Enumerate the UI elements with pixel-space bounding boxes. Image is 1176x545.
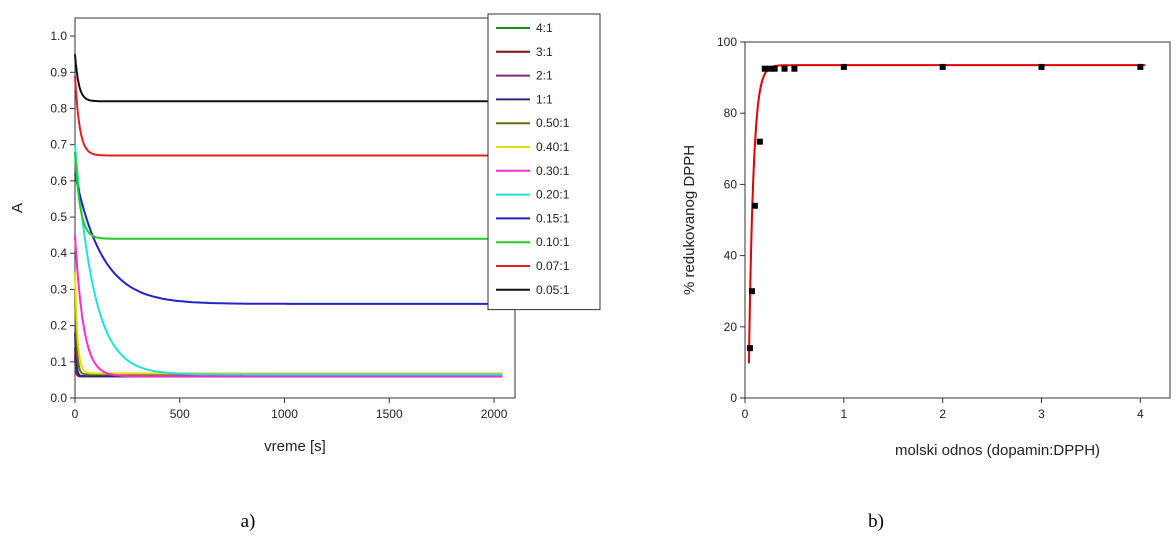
data-point [761, 65, 768, 72]
y-tick-label: 0.5 [50, 210, 67, 224]
x-tick-label: 1 [840, 407, 847, 421]
plot-frame [74, 17, 516, 399]
x-axis-label: vreme [s] [264, 438, 326, 455]
y-tick-label: 0.1 [50, 355, 67, 369]
y-axis-label: A [9, 203, 26, 213]
legend-label: 0.50:1 [536, 116, 570, 130]
chart-a-absorbance-vs-time: 0 500 1000 1500 2000 0.0 0.1 0.2 0.3 0.4 0.5 0.6 0.7… [9, 13, 601, 455]
legend-label: 0.40:1 [536, 140, 570, 154]
y-tick-label: 1.0 [50, 29, 67, 43]
x-tick-label: 500 [170, 407, 190, 421]
data-point [791, 65, 798, 72]
y-tick-label: 0.8 [50, 101, 67, 115]
fit-curve [748, 64, 1146, 364]
data-point [781, 65, 788, 72]
x-tick-label: 4 [1137, 407, 1144, 421]
y-tick-label: 0.0 [50, 391, 67, 405]
series-line-0-15-1 [74, 173, 503, 305]
legend-label: 0.15:1 [536, 211, 570, 225]
data-point [840, 63, 847, 70]
legend-label: 2:1 [536, 69, 553, 83]
series-line-0-50-1 [74, 289, 503, 376]
x-tick-label: 2000 [481, 407, 508, 421]
plot-frame [744, 41, 1171, 399]
series-line-0-05-1 [74, 54, 503, 103]
x-tick-label: 1000 [271, 407, 298, 421]
legend-box [487, 13, 601, 311]
y-tick-label: 80 [724, 106, 738, 120]
legend-label: 0.10:1 [536, 235, 570, 249]
data-point [748, 288, 755, 295]
y-axis-label: % redukovanog DPPH [681, 145, 698, 295]
data-point [1137, 63, 1144, 70]
data-point [1038, 63, 1045, 70]
series-line-1-1 [74, 332, 503, 378]
y-tick-label: 40 [724, 249, 738, 263]
data-point [771, 65, 778, 72]
legend-label: 1:1 [536, 92, 553, 106]
caption-a: a) [241, 511, 256, 532]
y-tick-label: 0.9 [50, 65, 67, 79]
data-point [746, 345, 753, 352]
series-line-0-20-1 [74, 144, 503, 376]
data-point [766, 65, 773, 72]
caption-b: b) [868, 511, 884, 532]
legend-label: 0.05:1 [536, 283, 570, 297]
series-line-0-07-1 [74, 75, 503, 157]
y-tick-label: 60 [724, 177, 738, 191]
data-point [756, 138, 763, 145]
data-point [751, 202, 758, 209]
x-tick-label: 2 [939, 407, 946, 421]
y-tick-label: 0.2 [50, 319, 67, 333]
y-tick-label: 0.7 [50, 138, 67, 152]
series-line-2-1 [74, 347, 503, 378]
x-tick-label: 0 [742, 407, 749, 421]
y-tick-label: 20 [724, 320, 738, 334]
y-tick-label: 0.4 [50, 246, 67, 260]
series-line-0-10-1 [74, 151, 503, 240]
series-line-0-40-1 [74, 271, 503, 375]
legend-label: 0.07:1 [536, 259, 570, 273]
x-axis-label: molski odnos (dopamin:DPPH) [895, 442, 1100, 459]
x-tick-label: 0 [72, 407, 79, 421]
y-tick-label: 100 [717, 35, 737, 49]
y-tick-label: 0.6 [50, 174, 67, 188]
legend-label: 0.20:1 [536, 188, 570, 202]
x-tick-label: 1500 [376, 407, 403, 421]
data-point [939, 63, 946, 70]
x-tick-label: 3 [1038, 407, 1045, 421]
legend-label: 0.30:1 [536, 164, 570, 178]
legend-label: 4:1 [536, 21, 553, 35]
y-tick-label: 0.3 [50, 282, 67, 296]
series-line-0-30-1 [74, 235, 503, 378]
y-tick-label: 0 [730, 391, 737, 405]
legend-label: 3:1 [536, 45, 553, 59]
